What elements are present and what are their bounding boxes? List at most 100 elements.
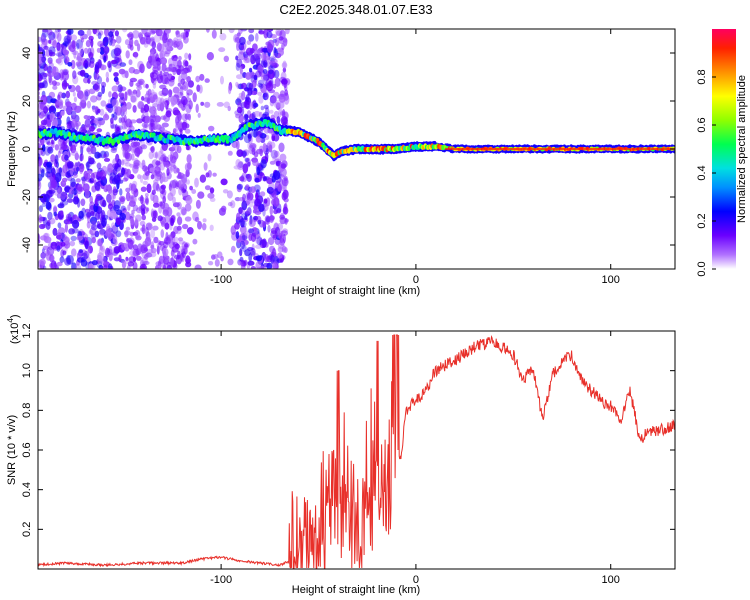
scatter-blob xyxy=(141,122,149,128)
scatter-blob xyxy=(248,144,254,155)
scatter-blob xyxy=(152,103,158,108)
scatter-blob xyxy=(206,52,214,61)
scatter-blob xyxy=(214,259,220,267)
snr-xlabel: Height of straight line (km) xyxy=(292,584,420,596)
scatter-blob xyxy=(171,144,176,150)
scatter-blob xyxy=(121,167,125,176)
spectrogram-panel: -100 0 100 -40 -20 0 20 40 Height of straight l… xyxy=(6,28,676,297)
scatter-blob xyxy=(150,174,155,180)
scatter-blob xyxy=(177,180,185,188)
scatter-blob xyxy=(281,42,285,50)
scatter-blob xyxy=(124,91,128,101)
scatter-blob xyxy=(95,185,101,192)
scatter-blob xyxy=(51,66,59,77)
scatter-blob xyxy=(170,165,178,171)
scatter-blob xyxy=(109,210,117,220)
scatter-blob xyxy=(251,111,256,121)
scatter-blob xyxy=(281,177,289,187)
scatter-blob xyxy=(266,31,273,39)
scatter-blob xyxy=(202,218,207,223)
scatter-blob xyxy=(255,53,263,60)
scatter-blob xyxy=(114,106,122,116)
scatter-blob xyxy=(80,145,84,156)
scatter-blob xyxy=(244,210,250,217)
scatter-blob xyxy=(101,85,105,94)
spectrogram-ylabel: Frequency (Hz) xyxy=(6,111,18,187)
scatter-blob xyxy=(262,142,267,152)
scatter-blob xyxy=(254,177,260,183)
scatter-blob xyxy=(249,67,253,73)
scatter-blob xyxy=(124,70,129,79)
y-tick-label: -40 xyxy=(21,237,33,253)
scatter-blob xyxy=(194,177,199,188)
scatter-blob xyxy=(183,29,191,33)
scatter-blob xyxy=(256,148,263,155)
scatter-blob xyxy=(38,173,43,182)
colorbar-tick-label: 0.4 xyxy=(696,165,708,180)
scatter-blob xyxy=(120,205,126,211)
scatter-blob xyxy=(151,41,157,49)
scatter-blob xyxy=(80,94,87,104)
scatter-blob xyxy=(255,255,263,262)
scatter-blob xyxy=(42,265,47,269)
scatter-blob xyxy=(96,195,104,201)
scatter-blob xyxy=(235,81,239,87)
scatter-blob xyxy=(76,42,80,50)
scatter-blob xyxy=(272,262,278,269)
ridge-core xyxy=(224,134,228,140)
scatter-blob xyxy=(253,49,261,59)
scatter-blob xyxy=(45,250,52,261)
scatter-blob xyxy=(149,167,155,173)
ridge-core xyxy=(100,135,104,142)
scatter-blob xyxy=(40,34,46,44)
scatter-blob xyxy=(110,59,118,65)
scatter-blob xyxy=(56,245,61,252)
scatter-blob xyxy=(102,46,110,54)
scatter-blob xyxy=(255,70,262,78)
scatter-blob xyxy=(110,222,116,232)
scatter-blob xyxy=(84,173,91,180)
scatter-blob xyxy=(150,145,155,153)
scatter-blob xyxy=(247,142,251,149)
scatter-blob xyxy=(192,211,199,222)
scatter-blob xyxy=(168,78,175,83)
scatter-blob xyxy=(56,32,62,42)
scatter-blob xyxy=(75,178,81,183)
scatter-blob xyxy=(60,141,68,151)
scatter-blob xyxy=(259,191,266,197)
scatter-blob xyxy=(76,198,81,208)
scatter-blob xyxy=(132,256,137,263)
scatter-blob xyxy=(258,203,265,212)
scatter-blob xyxy=(153,202,160,208)
scatter-blob xyxy=(155,122,160,129)
scatter-blob xyxy=(258,95,264,104)
scatter-blob xyxy=(52,85,58,90)
scatter-blob xyxy=(163,241,169,249)
scatter-blob xyxy=(100,265,105,269)
colorbar-gradient xyxy=(712,29,736,269)
scatter-blob xyxy=(118,92,125,98)
scatter-blob xyxy=(56,98,64,107)
scatter-blob xyxy=(240,217,245,228)
scatter-blob xyxy=(108,31,114,38)
scatter-blob xyxy=(97,238,103,247)
scatter-blob xyxy=(248,82,254,90)
colorbar-tick-label: 0.2 xyxy=(696,213,708,228)
scatter-blob xyxy=(97,117,106,126)
scatter-blob xyxy=(171,179,178,189)
scatter-blob xyxy=(116,126,120,132)
scatter-blob xyxy=(57,91,64,99)
scatter-blob xyxy=(235,159,241,168)
scatter-blob xyxy=(266,177,274,185)
scatter-blob xyxy=(181,241,188,250)
scatter-blob xyxy=(63,35,71,44)
scatter-blob xyxy=(258,30,265,35)
scatter-blob xyxy=(129,163,134,168)
scatter-blob xyxy=(74,120,81,127)
scatter-blob xyxy=(66,123,73,130)
scatter-blob xyxy=(38,36,43,43)
scatter-blob xyxy=(118,254,122,263)
scatter-blob xyxy=(87,245,93,254)
colorbar-tick-label: 0.8 xyxy=(696,69,708,84)
scatter-blob xyxy=(65,213,72,222)
